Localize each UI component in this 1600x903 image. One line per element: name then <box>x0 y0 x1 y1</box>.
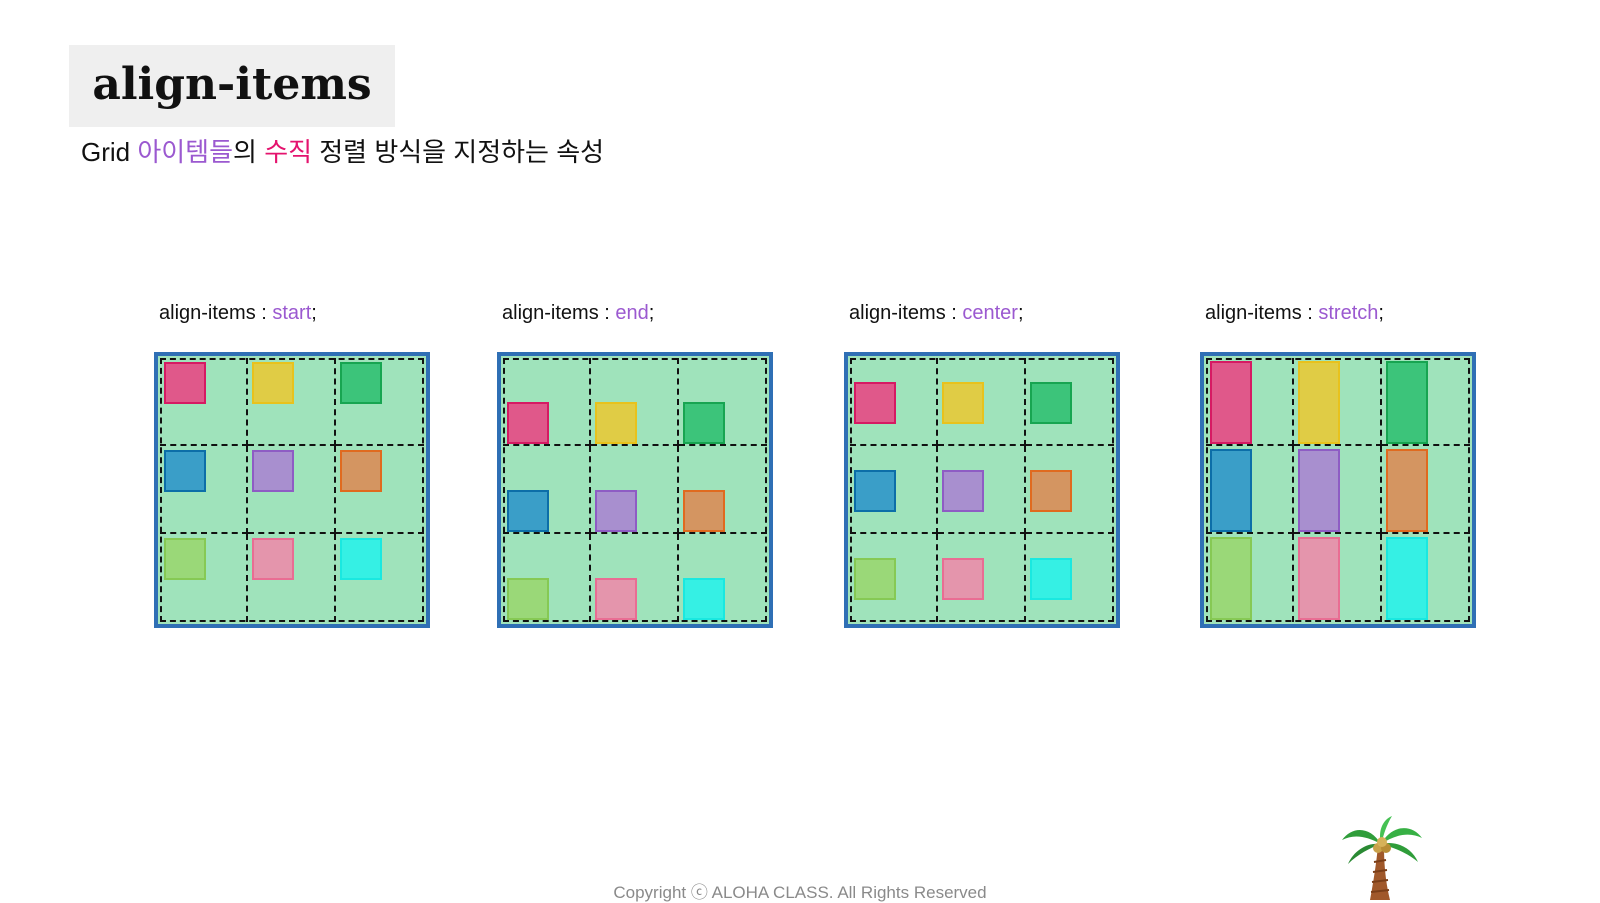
grid-item <box>595 490 637 532</box>
grid-cell <box>1206 446 1294 534</box>
grid-cell <box>248 534 336 622</box>
grid-cell <box>1382 358 1470 446</box>
grid-example-center <box>844 352 1120 628</box>
grid-item <box>1298 361 1340 444</box>
grid-item <box>340 538 382 580</box>
grid-item <box>1210 449 1252 532</box>
example-label-end: align-items : end; <box>502 302 655 324</box>
grid-item <box>507 402 549 444</box>
grid-cell <box>160 534 248 622</box>
grid-cell <box>160 358 248 446</box>
grid-item <box>1386 537 1428 620</box>
grid-item <box>1210 361 1252 444</box>
grid-cell <box>591 534 679 622</box>
grid-cell <box>1294 446 1382 534</box>
grid-item <box>164 538 206 580</box>
grid-item <box>507 578 549 620</box>
grid-item <box>252 450 294 492</box>
example-label-stretch: align-items : stretch; <box>1205 302 1384 324</box>
grid-cell <box>503 358 591 446</box>
palm-tree-icon <box>1342 816 1422 900</box>
grid-cell <box>1382 446 1470 534</box>
grid-example-stretch <box>1200 352 1476 628</box>
grid-item <box>942 558 984 600</box>
grid-item <box>1030 470 1072 512</box>
grid-item <box>1298 449 1340 532</box>
grid-item <box>595 578 637 620</box>
grid-item <box>1030 382 1072 424</box>
grid-item <box>595 402 637 444</box>
grid-item <box>1210 537 1252 620</box>
page-subtitle: Grid 아이템들의 수직 정렬 방식을 지정하는 속성 <box>81 132 604 169</box>
grid-cell <box>591 446 679 534</box>
grid-cell <box>850 446 938 534</box>
grid-cell <box>1026 446 1114 534</box>
grid-item <box>164 450 206 492</box>
title-box: align-items <box>69 45 395 127</box>
grid-cell <box>1294 358 1382 446</box>
grid-item <box>340 450 382 492</box>
grid-item <box>164 362 206 404</box>
grid-cell <box>1206 534 1294 622</box>
example-label-center: align-items : center; <box>849 302 1024 324</box>
grid-cell <box>938 358 1026 446</box>
grid-item <box>1386 449 1428 532</box>
grid-cell <box>679 446 767 534</box>
grid-item <box>1030 558 1072 600</box>
grid-cell <box>850 534 938 622</box>
grid-item <box>854 558 896 600</box>
grid-item <box>854 470 896 512</box>
grid-cell <box>160 446 248 534</box>
subtitle-prefix: Grid <box>81 137 138 167</box>
copyright-footer: Copyright ⓒ ALOHA CLASS. All Rights Rese… <box>613 883 987 902</box>
grid-cell <box>1026 358 1114 446</box>
grid-item <box>683 402 725 444</box>
grid-cell <box>938 534 1026 622</box>
grid-cell <box>503 534 591 622</box>
grid-item <box>942 470 984 512</box>
grid-item <box>252 538 294 580</box>
subtitle-highlight-vertical: 수직 <box>264 137 313 167</box>
grid-cell <box>938 446 1026 534</box>
grid-cell <box>248 358 336 446</box>
grid-item <box>507 490 549 532</box>
grid-cell <box>850 358 938 446</box>
grid-item <box>683 578 725 620</box>
grid-cell <box>679 358 767 446</box>
grid-item <box>854 382 896 424</box>
grid-item <box>340 362 382 404</box>
grid-cell <box>503 446 591 534</box>
grid-item <box>1298 537 1340 620</box>
grid-cell <box>1206 358 1294 446</box>
subtitle-highlight-items: 아이템들 <box>137 137 234 167</box>
subtitle-middle: 의 <box>233 137 265 167</box>
grid-example-end <box>497 352 773 628</box>
grid-cell <box>336 358 424 446</box>
grid-item <box>942 382 984 424</box>
grid-item <box>683 490 725 532</box>
page-title: align-items <box>92 59 372 110</box>
grid-cell <box>591 358 679 446</box>
subtitle-suffix: 정렬 방식을 지정하는 속성 <box>312 137 605 167</box>
grid-item <box>1386 361 1428 444</box>
grid-example-start <box>154 352 430 628</box>
grid-cell <box>248 446 336 534</box>
example-label-start: align-items : start; <box>159 302 317 324</box>
grid-cell <box>1294 534 1382 622</box>
grid-cell <box>336 446 424 534</box>
grid-item <box>252 362 294 404</box>
